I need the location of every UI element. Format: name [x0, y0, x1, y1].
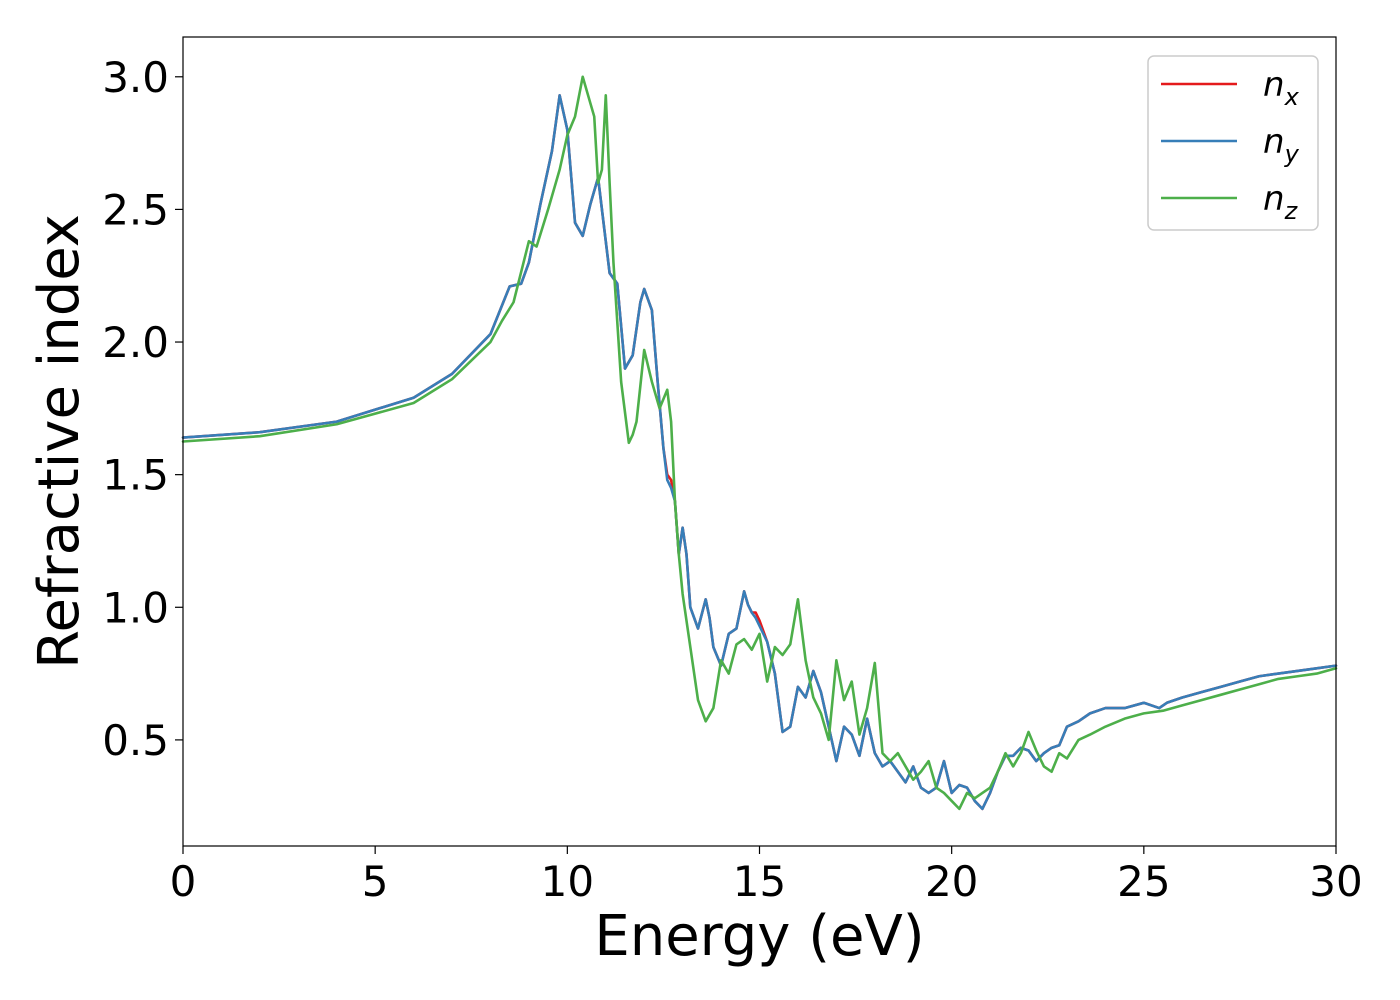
x-tick-label: 30: [1309, 857, 1362, 906]
x-tick-label: 0: [170, 857, 197, 906]
x-tick-label: 10: [541, 857, 594, 906]
y-tick-label: 1.5: [102, 451, 169, 500]
x-axis-ticks: 0 5 10 15 20 25 30: [170, 846, 1363, 906]
legend-label-subscript: z: [1284, 197, 1299, 225]
y-tick-label: 0.5: [102, 716, 169, 765]
y-tick-label: 1.0: [102, 583, 169, 632]
legend-label-x: nx: [1263, 65, 1300, 111]
legend-label-subscript: y: [1284, 140, 1300, 168]
legend-box: [1147, 55, 1319, 231]
x-tick-label: 25: [1117, 857, 1170, 906]
x-axis-title: Energy (eV): [594, 904, 924, 969]
legend-label-base: n: [1263, 179, 1285, 219]
y-tick-label: 2.0: [102, 318, 169, 367]
y-axis-ticks: 0.5 1.0 1.5 2.0 2.5 3.0: [102, 53, 183, 765]
y-axis-title: Refractive index: [27, 214, 92, 669]
series-line-y: [181, 94, 1338, 811]
x-tick-label: 20: [925, 857, 978, 906]
legend-label-z: nz: [1263, 179, 1299, 225]
y-tick-label: 2.5: [102, 185, 169, 234]
x-tick-label: 15: [733, 857, 786, 906]
legend-label-base: n: [1263, 65, 1285, 105]
legend-label-base: n: [1263, 122, 1285, 162]
plot-area: [183, 37, 1336, 846]
legend-label-y: ny: [1263, 122, 1300, 168]
x-tick-label: 5: [362, 857, 389, 906]
legend-label-subscript: x: [1284, 83, 1300, 111]
y-tick-label: 3.0: [102, 53, 169, 102]
series-line-z: [181, 75, 1338, 811]
series-layer: [181, 75, 1338, 811]
